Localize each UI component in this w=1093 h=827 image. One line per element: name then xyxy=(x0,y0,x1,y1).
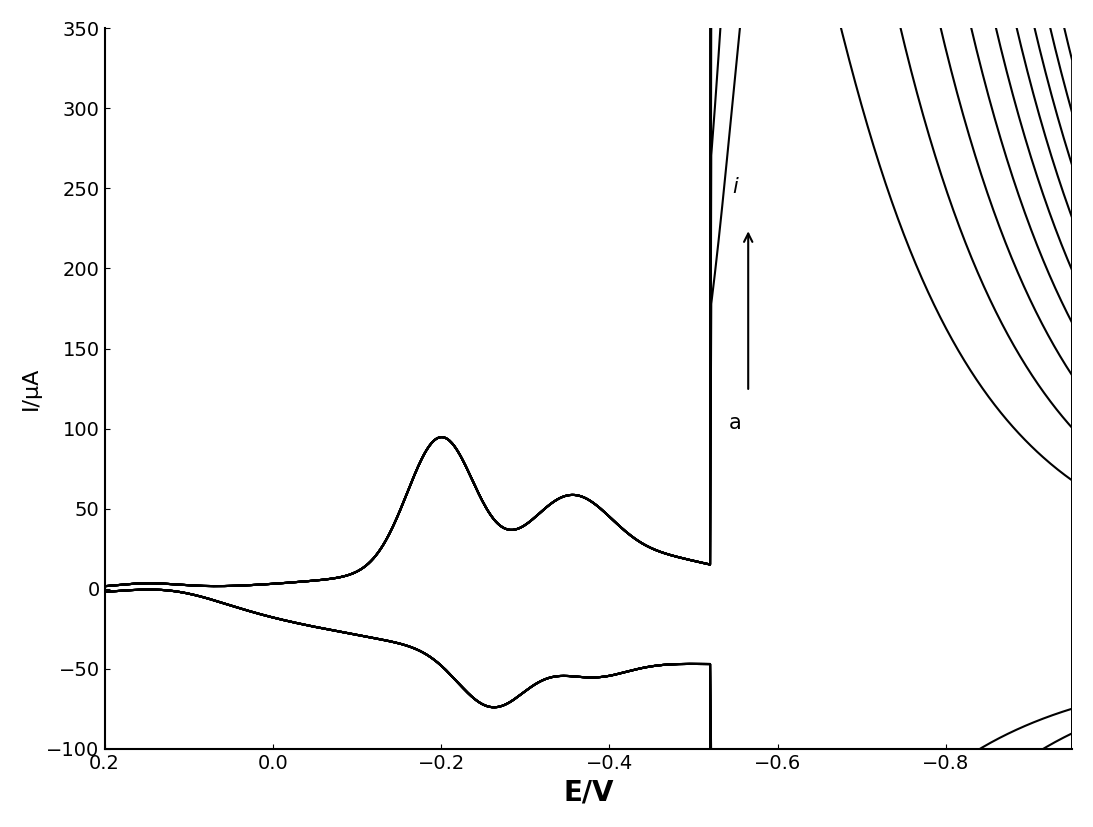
X-axis label: E/V: E/V xyxy=(563,778,613,806)
Text: a: a xyxy=(729,413,742,433)
Y-axis label: I/μA: I/μA xyxy=(21,367,40,410)
Text: i: i xyxy=(732,177,739,197)
